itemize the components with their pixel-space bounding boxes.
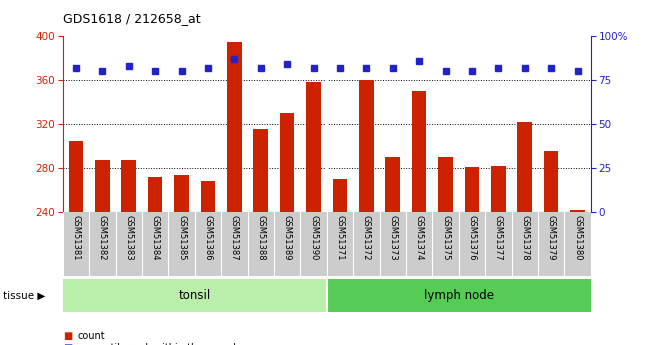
Text: GSM51380: GSM51380	[573, 215, 582, 261]
Bar	[327, 279, 591, 312]
Bar	[201, 181, 215, 212]
Text: GSM51373: GSM51373	[388, 215, 397, 261]
Bar	[333, 179, 347, 212]
Text: GSM51388: GSM51388	[256, 215, 265, 261]
Bar	[491, 166, 506, 212]
Bar	[544, 150, 558, 212]
Text: GSM51372: GSM51372	[362, 215, 371, 261]
Text: GSM51383: GSM51383	[124, 215, 133, 261]
Bar	[306, 82, 321, 212]
Bar	[438, 157, 453, 212]
Text: GSM51376: GSM51376	[467, 215, 477, 261]
Text: GSM51374: GSM51374	[414, 215, 424, 261]
Bar	[359, 80, 374, 212]
Text: GSM51387: GSM51387	[230, 215, 239, 261]
Text: GSM51385: GSM51385	[177, 215, 186, 261]
Text: lymph node: lymph node	[424, 289, 494, 302]
Text: GSM51381: GSM51381	[71, 215, 81, 261]
Text: GSM51382: GSM51382	[98, 215, 107, 261]
Bar	[227, 42, 242, 212]
Text: GDS1618 / 212658_at: GDS1618 / 212658_at	[63, 12, 201, 25]
Text: GSM51378: GSM51378	[520, 215, 529, 261]
Text: GSM51379: GSM51379	[546, 215, 556, 261]
Text: ■: ■	[63, 344, 72, 345]
Text: GSM51375: GSM51375	[441, 215, 450, 261]
Bar	[148, 177, 162, 212]
Text: GSM51371: GSM51371	[335, 215, 345, 261]
Bar	[69, 141, 83, 212]
Text: count: count	[77, 332, 105, 341]
Text: GSM51390: GSM51390	[309, 215, 318, 261]
Bar	[174, 175, 189, 212]
Bar	[253, 129, 268, 212]
Text: tonsil: tonsil	[179, 289, 211, 302]
Bar	[465, 167, 479, 212]
Bar	[121, 160, 136, 212]
Bar	[385, 157, 400, 212]
Text: GSM51377: GSM51377	[494, 215, 503, 261]
Bar	[280, 113, 294, 212]
Text: percentile rank within the sample: percentile rank within the sample	[77, 344, 242, 345]
Bar	[95, 160, 110, 212]
Text: GSM51389: GSM51389	[282, 215, 292, 261]
Bar	[517, 122, 532, 212]
Text: tissue ▶: tissue ▶	[3, 291, 46, 301]
Text: ■: ■	[63, 332, 72, 341]
Text: GSM51386: GSM51386	[203, 215, 213, 261]
Text: GSM51384: GSM51384	[150, 215, 160, 261]
Bar	[63, 279, 327, 312]
Bar	[412, 91, 426, 212]
Bar	[570, 210, 585, 212]
